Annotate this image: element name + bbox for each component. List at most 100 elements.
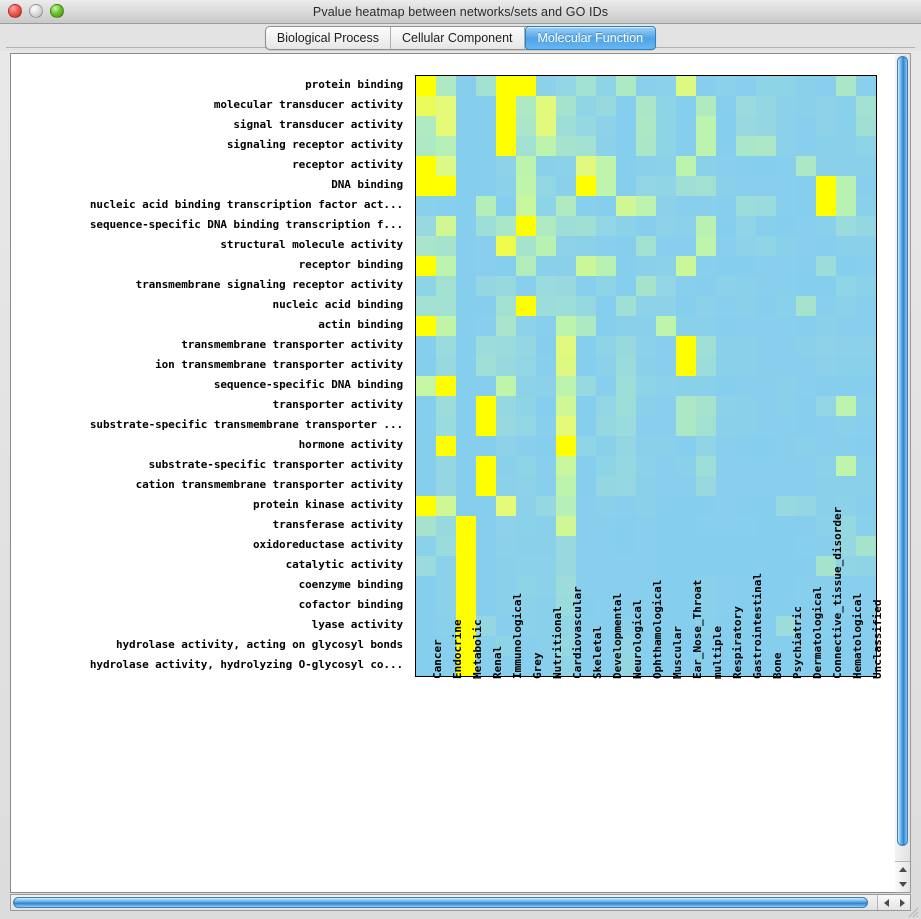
heatmap-cell[interactable] [676, 156, 696, 176]
heatmap-cell[interactable] [756, 456, 776, 476]
heatmap-cell[interactable] [616, 276, 636, 296]
heatmap-cell[interactable] [836, 156, 856, 176]
heatmap-cell[interactable] [496, 176, 516, 196]
heatmap-cell[interactable] [436, 156, 456, 176]
heatmap-cell[interactable] [596, 516, 616, 536]
heatmap-cell[interactable] [856, 336, 876, 356]
heatmap-cell[interactable] [536, 536, 556, 556]
heatmap-cell[interactable] [816, 596, 836, 616]
heatmap-cell[interactable] [796, 476, 816, 496]
heatmap-cell[interactable] [676, 276, 696, 296]
heatmap-cell[interactable] [716, 316, 736, 336]
heatmap-cell[interactable] [596, 576, 616, 596]
heatmap-cell[interactable] [776, 336, 796, 356]
heatmap-cell[interactable] [776, 136, 796, 156]
heatmap-cell[interactable] [536, 276, 556, 296]
heatmap-cell[interactable] [676, 536, 696, 556]
vertical-scroll-buttons[interactable] [895, 861, 910, 892]
heatmap-cell[interactable] [756, 76, 776, 96]
heatmap-cell[interactable] [496, 96, 516, 116]
heatmap-cell[interactable] [576, 536, 596, 556]
heatmap-cell[interactable] [656, 136, 676, 156]
heatmap-cell[interactable] [416, 236, 436, 256]
heatmap-cell[interactable] [496, 236, 516, 256]
heatmap-cell[interactable] [576, 596, 596, 616]
heatmap-cell[interactable] [776, 216, 796, 236]
heatmap-cell[interactable] [716, 616, 736, 636]
heatmap-cell[interactable] [716, 296, 736, 316]
heatmap-cell[interactable] [756, 216, 776, 236]
heatmap-cell[interactable] [536, 596, 556, 616]
heatmap-cell[interactable] [476, 316, 496, 336]
heatmap-cell[interactable] [416, 256, 436, 276]
heatmap-cell[interactable] [796, 196, 816, 216]
heatmap-cell[interactable] [596, 336, 616, 356]
heatmap-cell[interactable] [716, 636, 736, 656]
heatmap-cell[interactable] [716, 276, 736, 296]
heatmap-cell[interactable] [716, 456, 736, 476]
heatmap-cell[interactable] [616, 256, 636, 276]
heatmap-cell[interactable] [776, 256, 796, 276]
heatmap-cell[interactable] [436, 616, 456, 636]
heatmap-cell[interactable] [716, 596, 736, 616]
heatmap-cell[interactable] [776, 356, 796, 376]
heatmap-cell[interactable] [756, 416, 776, 436]
heatmap-cell[interactable] [436, 96, 456, 116]
heatmap-cell[interactable] [796, 276, 816, 296]
heatmap-cell[interactable] [676, 96, 696, 116]
heatmap-cell[interactable] [436, 656, 456, 676]
heatmap-cell[interactable] [576, 656, 596, 676]
heatmap-cell[interactable] [636, 616, 656, 636]
heatmap-cell[interactable] [736, 296, 756, 316]
heatmap-cell[interactable] [636, 116, 656, 136]
heatmap-cell[interactable] [516, 196, 536, 216]
heatmap-cell[interactable] [656, 176, 676, 196]
heatmap-cell[interactable] [496, 316, 516, 336]
heatmap-cell[interactable] [596, 456, 616, 476]
heatmap-cell[interactable] [616, 216, 636, 236]
heatmap-cell[interactable] [456, 456, 476, 476]
heatmap-cell[interactable] [676, 376, 696, 396]
heatmap-cell[interactable] [516, 536, 536, 556]
heatmap-cell[interactable] [756, 516, 776, 536]
heatmap-cell[interactable] [536, 176, 556, 196]
heatmap-cell[interactable] [696, 516, 716, 536]
heatmap-cell[interactable] [756, 476, 776, 496]
heatmap-cell[interactable] [416, 536, 436, 556]
heatmap-cell[interactable] [576, 616, 596, 636]
heatmap-cell[interactable] [416, 436, 436, 456]
heatmap-cell[interactable] [856, 636, 876, 656]
heatmap-cell[interactable] [536, 136, 556, 156]
heatmap-cell[interactable] [616, 416, 636, 436]
heatmap-cell[interactable] [616, 376, 636, 396]
heatmap-cell[interactable] [796, 236, 816, 256]
heatmap-cell[interactable] [716, 436, 736, 456]
heatmap-cell[interactable] [736, 96, 756, 116]
heatmap-cell[interactable] [536, 196, 556, 216]
heatmap-cell[interactable] [656, 316, 676, 336]
heatmap-cell[interactable] [456, 76, 476, 96]
heatmap-cell[interactable] [616, 476, 636, 496]
heatmap-cell[interactable] [776, 436, 796, 456]
heatmap-cell[interactable] [556, 536, 576, 556]
heatmap-cell[interactable] [516, 176, 536, 196]
heatmap-cell[interactable] [476, 636, 496, 656]
heatmap-cell[interactable] [456, 276, 476, 296]
heatmap-cell[interactable] [636, 136, 656, 156]
heatmap-cell[interactable] [416, 156, 436, 176]
heatmap-cell[interactable] [596, 236, 616, 256]
heatmap-cell[interactable] [856, 536, 876, 556]
heatmap-cell[interactable] [816, 276, 836, 296]
heatmap-cell[interactable] [776, 76, 796, 96]
heatmap-cell[interactable] [576, 436, 596, 456]
heatmap-cell[interactable] [716, 536, 736, 556]
heatmap-cell[interactable] [636, 356, 656, 376]
heatmap-cell[interactable] [716, 516, 736, 536]
heatmap-cell[interactable] [816, 616, 836, 636]
heatmap-cell[interactable] [456, 636, 476, 656]
heatmap-cell[interactable] [416, 616, 436, 636]
heatmap-cell[interactable] [416, 216, 436, 236]
heatmap-cell[interactable] [856, 576, 876, 596]
heatmap-cell[interactable] [696, 556, 716, 576]
heatmap-cell[interactable] [716, 356, 736, 376]
